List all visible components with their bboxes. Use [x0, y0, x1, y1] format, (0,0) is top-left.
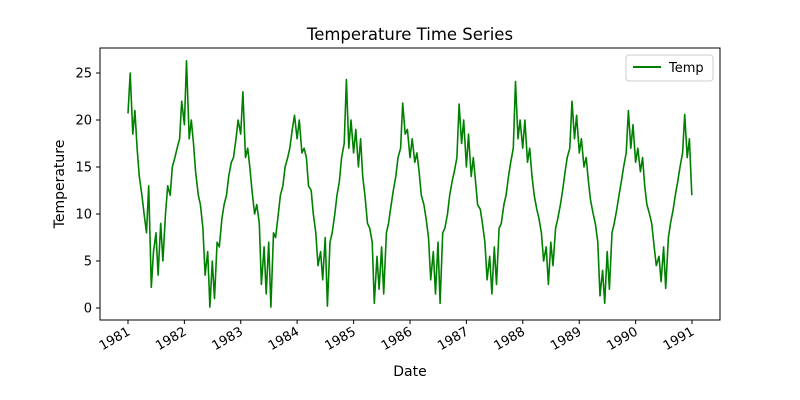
chart-title: Temperature Time Series	[306, 25, 513, 44]
series-line-temp	[127, 59, 693, 308]
y-tick-label: 5	[84, 255, 92, 270]
y-tick-label: 10	[75, 208, 92, 223]
y-axis: 0 5 10 15 20 25	[75, 67, 100, 317]
y-tick-label: 20	[75, 114, 92, 129]
legend-box	[625, 54, 714, 82]
plot-area	[127, 59, 693, 308]
legend-label-temp: Temp	[668, 61, 704, 76]
y-axis-label: Temperature	[52, 140, 68, 230]
y-tick-label: 15	[75, 161, 92, 176]
legend: Temp	[625, 54, 714, 82]
x-axis-label: Date	[393, 364, 426, 380]
y-tick-label: 0	[84, 302, 92, 317]
y-tick-label: 25	[75, 67, 92, 82]
